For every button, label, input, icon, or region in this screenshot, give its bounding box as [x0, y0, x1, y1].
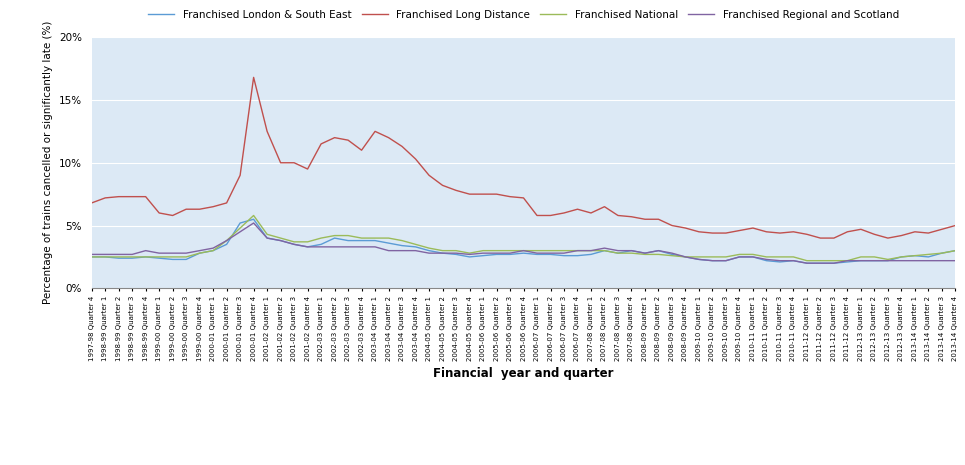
Franchised Regional and Scotland	[356, 244, 368, 250]
Franchised Long Distance	[356, 147, 368, 153]
Franchised Regional and Scotland	[855, 258, 867, 264]
Franchised National	[923, 252, 934, 257]
Franchised London & South East	[464, 254, 476, 259]
Franchised National	[801, 258, 813, 264]
Franchised London & South East	[923, 254, 934, 259]
X-axis label: Financial  year and quarter: Financial year and quarter	[433, 367, 614, 380]
Franchised London & South East	[544, 252, 556, 257]
Franchised London & South East	[950, 248, 961, 253]
Franchised National	[464, 250, 476, 256]
Franchised National	[544, 248, 556, 253]
Franchised Long Distance	[814, 235, 826, 241]
Franchised Regional and Scotland	[801, 260, 813, 266]
Franchised Long Distance	[950, 223, 961, 228]
Franchised Long Distance	[86, 200, 97, 206]
Franchised Long Distance	[302, 166, 314, 172]
Franchised National	[950, 248, 961, 253]
Franchised London & South East	[855, 258, 867, 264]
Franchised London & South East	[801, 260, 813, 266]
Franchised Regional and Scotland	[86, 252, 97, 257]
Franchised Long Distance	[923, 230, 934, 236]
Franchised Regional and Scotland	[464, 252, 476, 257]
Line: Franchised National: Franchised National	[92, 215, 955, 261]
Franchised Long Distance	[855, 226, 867, 232]
Franchised National	[86, 254, 97, 259]
Legend: Franchised London & South East, Franchised Long Distance, Franchised National, F: Franchised London & South East, Franchis…	[149, 10, 898, 20]
Franchised London & South East	[86, 254, 97, 259]
Franchised London & South East	[356, 238, 368, 243]
Franchised Regional and Scotland	[302, 244, 314, 250]
Franchised Regional and Scotland	[248, 220, 260, 226]
Franchised National	[356, 235, 368, 241]
Y-axis label: Percentage of trains cancelled or significantly late (%): Percentage of trains cancelled or signif…	[43, 21, 53, 305]
Franchised National	[302, 239, 314, 245]
Franchised National	[855, 254, 867, 259]
Franchised National	[248, 213, 260, 218]
Line: Franchised London & South East: Franchised London & South East	[92, 219, 955, 263]
Franchised Long Distance	[544, 213, 556, 218]
Franchised Regional and Scotland	[544, 250, 556, 256]
Franchised Long Distance	[248, 74, 260, 80]
Franchised London & South East	[302, 244, 314, 250]
Line: Franchised Regional and Scotland: Franchised Regional and Scotland	[92, 223, 955, 263]
Franchised London & South East	[248, 217, 260, 222]
Franchised Long Distance	[464, 192, 476, 197]
Franchised Regional and Scotland	[923, 258, 934, 264]
Franchised Regional and Scotland	[950, 258, 961, 264]
Line: Franchised Long Distance: Franchised Long Distance	[92, 77, 955, 238]
